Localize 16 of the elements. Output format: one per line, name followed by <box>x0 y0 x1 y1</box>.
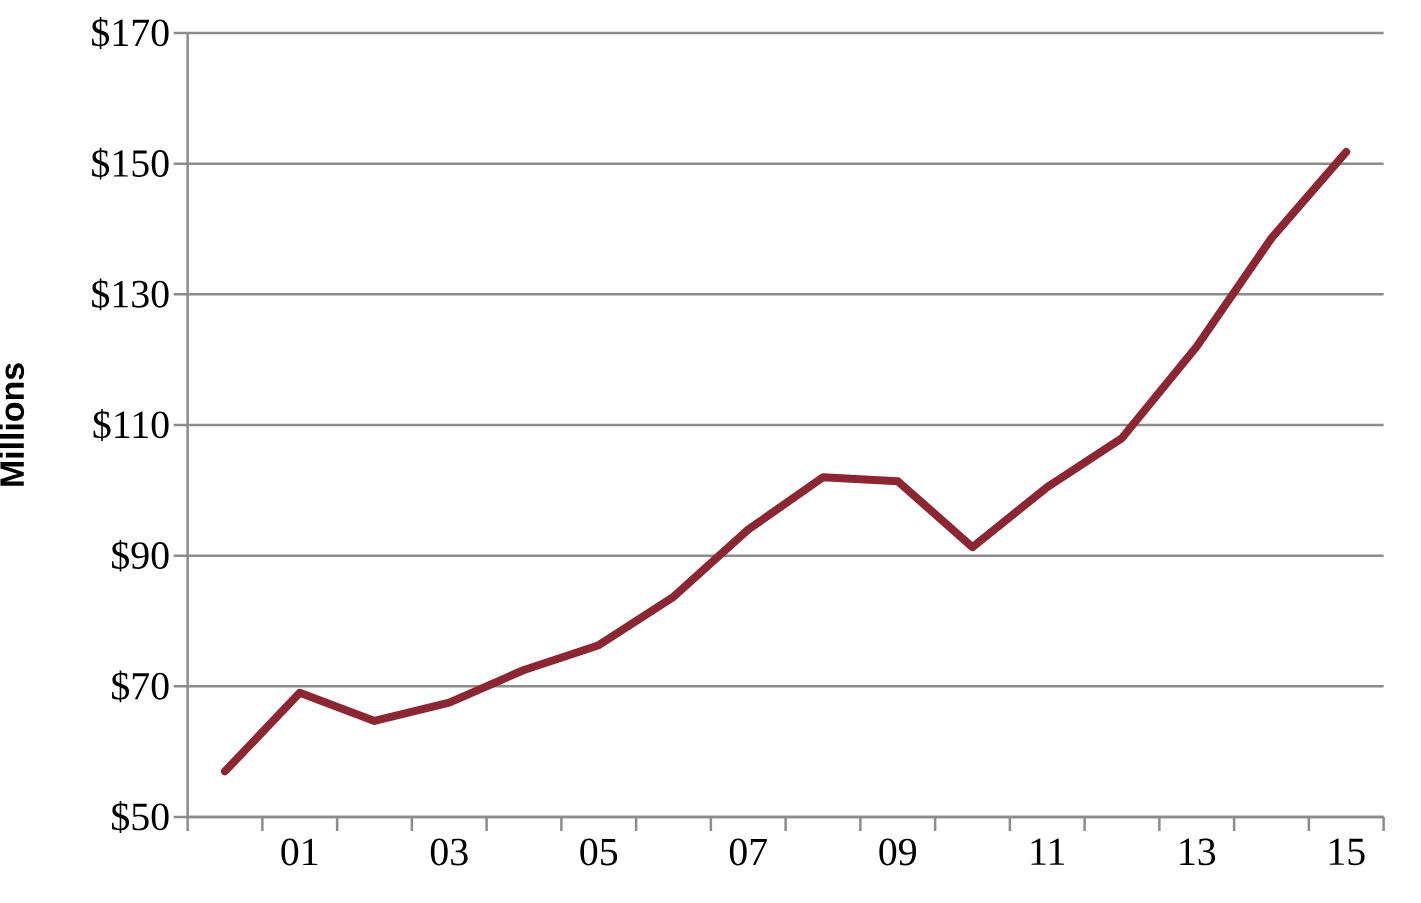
x-tick-label: 15 <box>1329 838 1365 866</box>
y-tick-label: $50 <box>112 801 169 833</box>
y-tick-label: $170 <box>92 17 169 49</box>
y-tick-label: $150 <box>92 147 169 180</box>
y-axis-title: Millions <box>0 363 25 486</box>
x-tick-label: 05 <box>580 838 618 866</box>
y-tick-label: $70 <box>112 670 169 703</box>
y-tick-label: $90 <box>112 539 169 572</box>
y-tick-label: $130 <box>92 278 169 311</box>
x-tick-label: 01 <box>281 838 318 866</box>
x-tick-label: 03 <box>430 838 468 866</box>
x-tick-label: 11 <box>1031 838 1065 865</box>
x-tick-label: 09 <box>879 838 917 866</box>
x-tick-label: 07 <box>729 838 768 866</box>
x-tick-label: 13 <box>1180 838 1216 866</box>
y-tick-label: $110 <box>93 409 169 441</box>
